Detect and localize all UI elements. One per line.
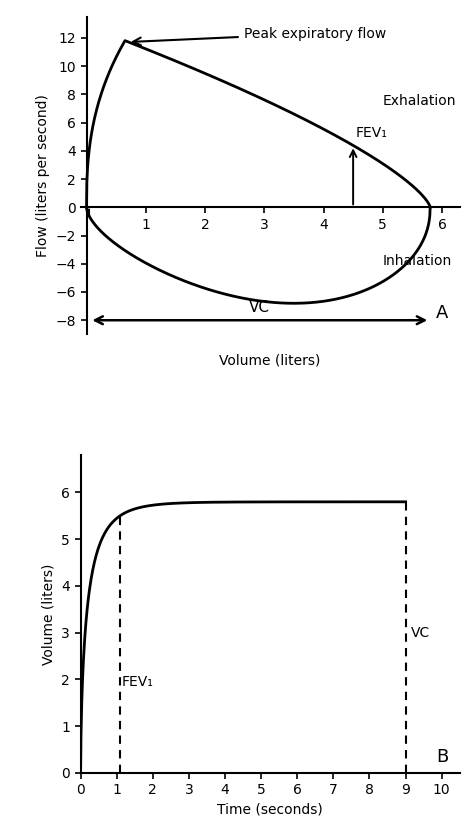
X-axis label: Time (seconds): Time (seconds) xyxy=(217,803,323,817)
Text: Exhalation: Exhalation xyxy=(383,95,456,108)
Text: Peak expiratory flow: Peak expiratory flow xyxy=(133,27,386,46)
Text: FEV₁: FEV₁ xyxy=(122,675,154,689)
Text: A: A xyxy=(436,303,448,322)
Text: VC: VC xyxy=(249,300,270,315)
Text: Inhalation: Inhalation xyxy=(383,254,452,268)
Y-axis label: Volume (liters): Volume (liters) xyxy=(42,563,56,665)
Text: B: B xyxy=(436,749,448,766)
Y-axis label: Flow (liters per second): Flow (liters per second) xyxy=(36,94,50,257)
X-axis label: Volume (liters): Volume (liters) xyxy=(219,353,321,367)
Text: VC: VC xyxy=(411,626,430,640)
Text: FEV₁: FEV₁ xyxy=(356,125,388,140)
